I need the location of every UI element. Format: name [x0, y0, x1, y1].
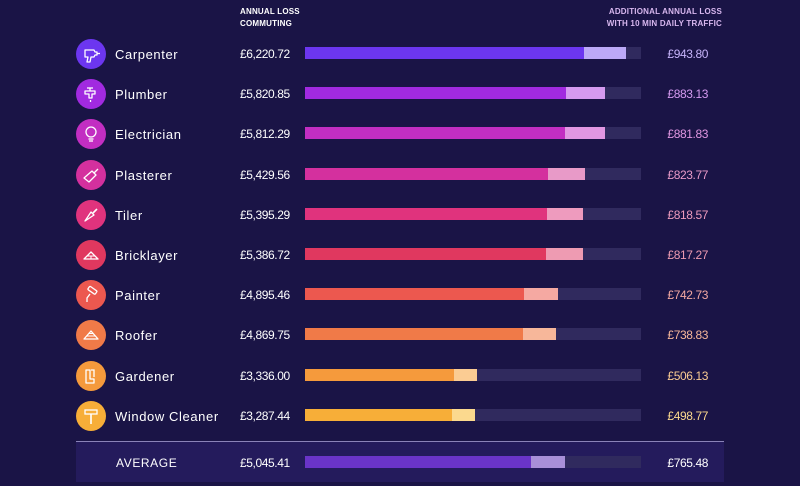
bar-annual-loss [305, 408, 453, 421]
bar-track [305, 288, 641, 301]
bar-annual-loss [305, 207, 547, 220]
additional-loss-value: £943.80 [667, 47, 708, 61]
bar-track [305, 87, 641, 100]
average-bar-track [305, 456, 641, 468]
category-label: Bricklayer [115, 248, 179, 263]
additional-loss-header-line2: WITH 10 MIN DAILY TRAFFIC [606, 19, 722, 28]
squeegee-icon [76, 400, 106, 431]
annual-loss-header-line1: ANNUAL LOSS [240, 7, 300, 16]
additional-loss-value: £881.83 [667, 127, 708, 142]
annual-loss-value: £5,429.56 [240, 167, 290, 182]
average-value: £5,045.41 [240, 456, 290, 470]
boots-icon [76, 360, 106, 391]
bar-track [305, 368, 641, 381]
bar-additional-loss [583, 47, 626, 59]
row-bricklayer: Bricklayer £5,386.72 £817.27 [0, 235, 800, 275]
bar-annual-loss [305, 167, 549, 180]
additional-loss-value: £817.27 [667, 248, 708, 262]
bar-track [305, 167, 641, 180]
row-roofer: Roofer £4,869.75 £738.83 [0, 315, 800, 355]
additional-loss-value: £506.13 [667, 368, 708, 383]
annual-loss-value: £4,869.75 [240, 328, 290, 343]
row-plasterer: Plasterer £5,429.56 £823.77 [0, 155, 800, 195]
bar-additional-loss [565, 127, 605, 140]
bar-additional-loss [546, 248, 583, 260]
bar-additional-loss [523, 328, 557, 341]
paint-roller-icon [76, 280, 106, 311]
bar-additional-loss [452, 408, 475, 421]
faucet-icon [76, 79, 106, 110]
bar-annual-loss [305, 248, 547, 260]
category-label: Plumber [115, 87, 168, 103]
additional-loss-header-line1: ADDITIONAL ANNUAL LOSS [608, 7, 722, 16]
annual-loss-value: £5,812.29 [240, 127, 290, 142]
bar-track [305, 328, 641, 341]
trowel-icon [76, 159, 106, 190]
row-electrician: Electrician £5,812.29 £881.83 [0, 114, 800, 154]
row-carpenter: Carpenter £6,220.72 £943.80 [0, 34, 800, 74]
annual-loss-value: £5,395.29 [240, 207, 290, 222]
annual-loss-header: ANNUAL LOSS COMMUTING [240, 6, 300, 30]
roof-icon [76, 320, 106, 351]
annual-loss-value: £6,220.72 [240, 47, 290, 61]
annual-loss-value: £4,895.46 [240, 288, 290, 303]
bar-additional-loss [548, 167, 586, 180]
bar-annual-loss [305, 47, 584, 59]
average-bar-base [305, 456, 532, 468]
tile-trowel-icon [76, 199, 106, 230]
bar-annual-loss [305, 127, 566, 140]
additional-loss-header: ADDITIONAL ANNUAL LOSS WITH 10 MIN DAILY… [607, 6, 722, 30]
category-label: Window Cleaner [115, 408, 219, 424]
bar-annual-loss [305, 328, 524, 341]
row-plumber: Plumber £5,820.85 £883.13 [0, 74, 800, 114]
additional-loss-value: £883.13 [667, 87, 708, 102]
bar-track [305, 408, 641, 421]
category-label: Plasterer [115, 167, 173, 183]
drill-icon [76, 39, 106, 69]
annual-loss-value: £3,336.00 [240, 368, 290, 383]
annual-loss-value: £5,386.72 [240, 248, 290, 262]
bar-annual-loss [305, 87, 566, 100]
category-label: Electrician [115, 127, 182, 143]
annual-loss-header-line2: COMMUTING [240, 19, 293, 28]
additional-loss-value: £742.73 [667, 288, 708, 303]
additional-loss-value: £498.77 [667, 408, 708, 423]
average-row: AVERAGE £5,045.41 £765.48 [76, 441, 724, 482]
bar-track [305, 207, 641, 220]
category-label: Roofer [115, 328, 158, 344]
additional-loss-value: £738.83 [667, 328, 708, 343]
category-label: Tiler [115, 207, 143, 223]
bar-annual-loss [305, 288, 525, 301]
row-window-cleaner: Window Cleaner £3,287.44 £498.77 [0, 396, 800, 436]
annual-loss-value: £5,820.85 [240, 87, 290, 102]
category-label: Painter [115, 288, 161, 304]
bar-additional-loss [454, 368, 478, 381]
bar-additional-loss [565, 87, 606, 100]
row-painter: Painter £4,895.46 £742.73 [0, 275, 800, 315]
additional-loss-value: £823.77 [667, 167, 708, 182]
category-label: Carpenter [115, 47, 179, 62]
row-gardener: Gardener £3,336.00 £506.13 [0, 356, 800, 396]
bar-additional-loss [546, 207, 584, 220]
annual-loss-value: £3,287.44 [240, 408, 290, 423]
bricks-icon [76, 240, 106, 270]
bar-track [305, 127, 641, 140]
lightbulb-icon [76, 119, 106, 150]
bar-additional-loss [524, 288, 558, 301]
category-label: Gardener [115, 368, 175, 384]
bar-track [305, 47, 641, 59]
average-extra-value: £765.48 [667, 456, 708, 470]
bar-track [305, 248, 641, 260]
average-label: AVERAGE [116, 456, 178, 470]
additional-loss-value: £818.57 [667, 207, 708, 222]
row-tiler: Tiler £5,395.29 £818.57 [0, 195, 800, 235]
bar-annual-loss [305, 368, 455, 381]
average-bar-extra [531, 456, 566, 468]
